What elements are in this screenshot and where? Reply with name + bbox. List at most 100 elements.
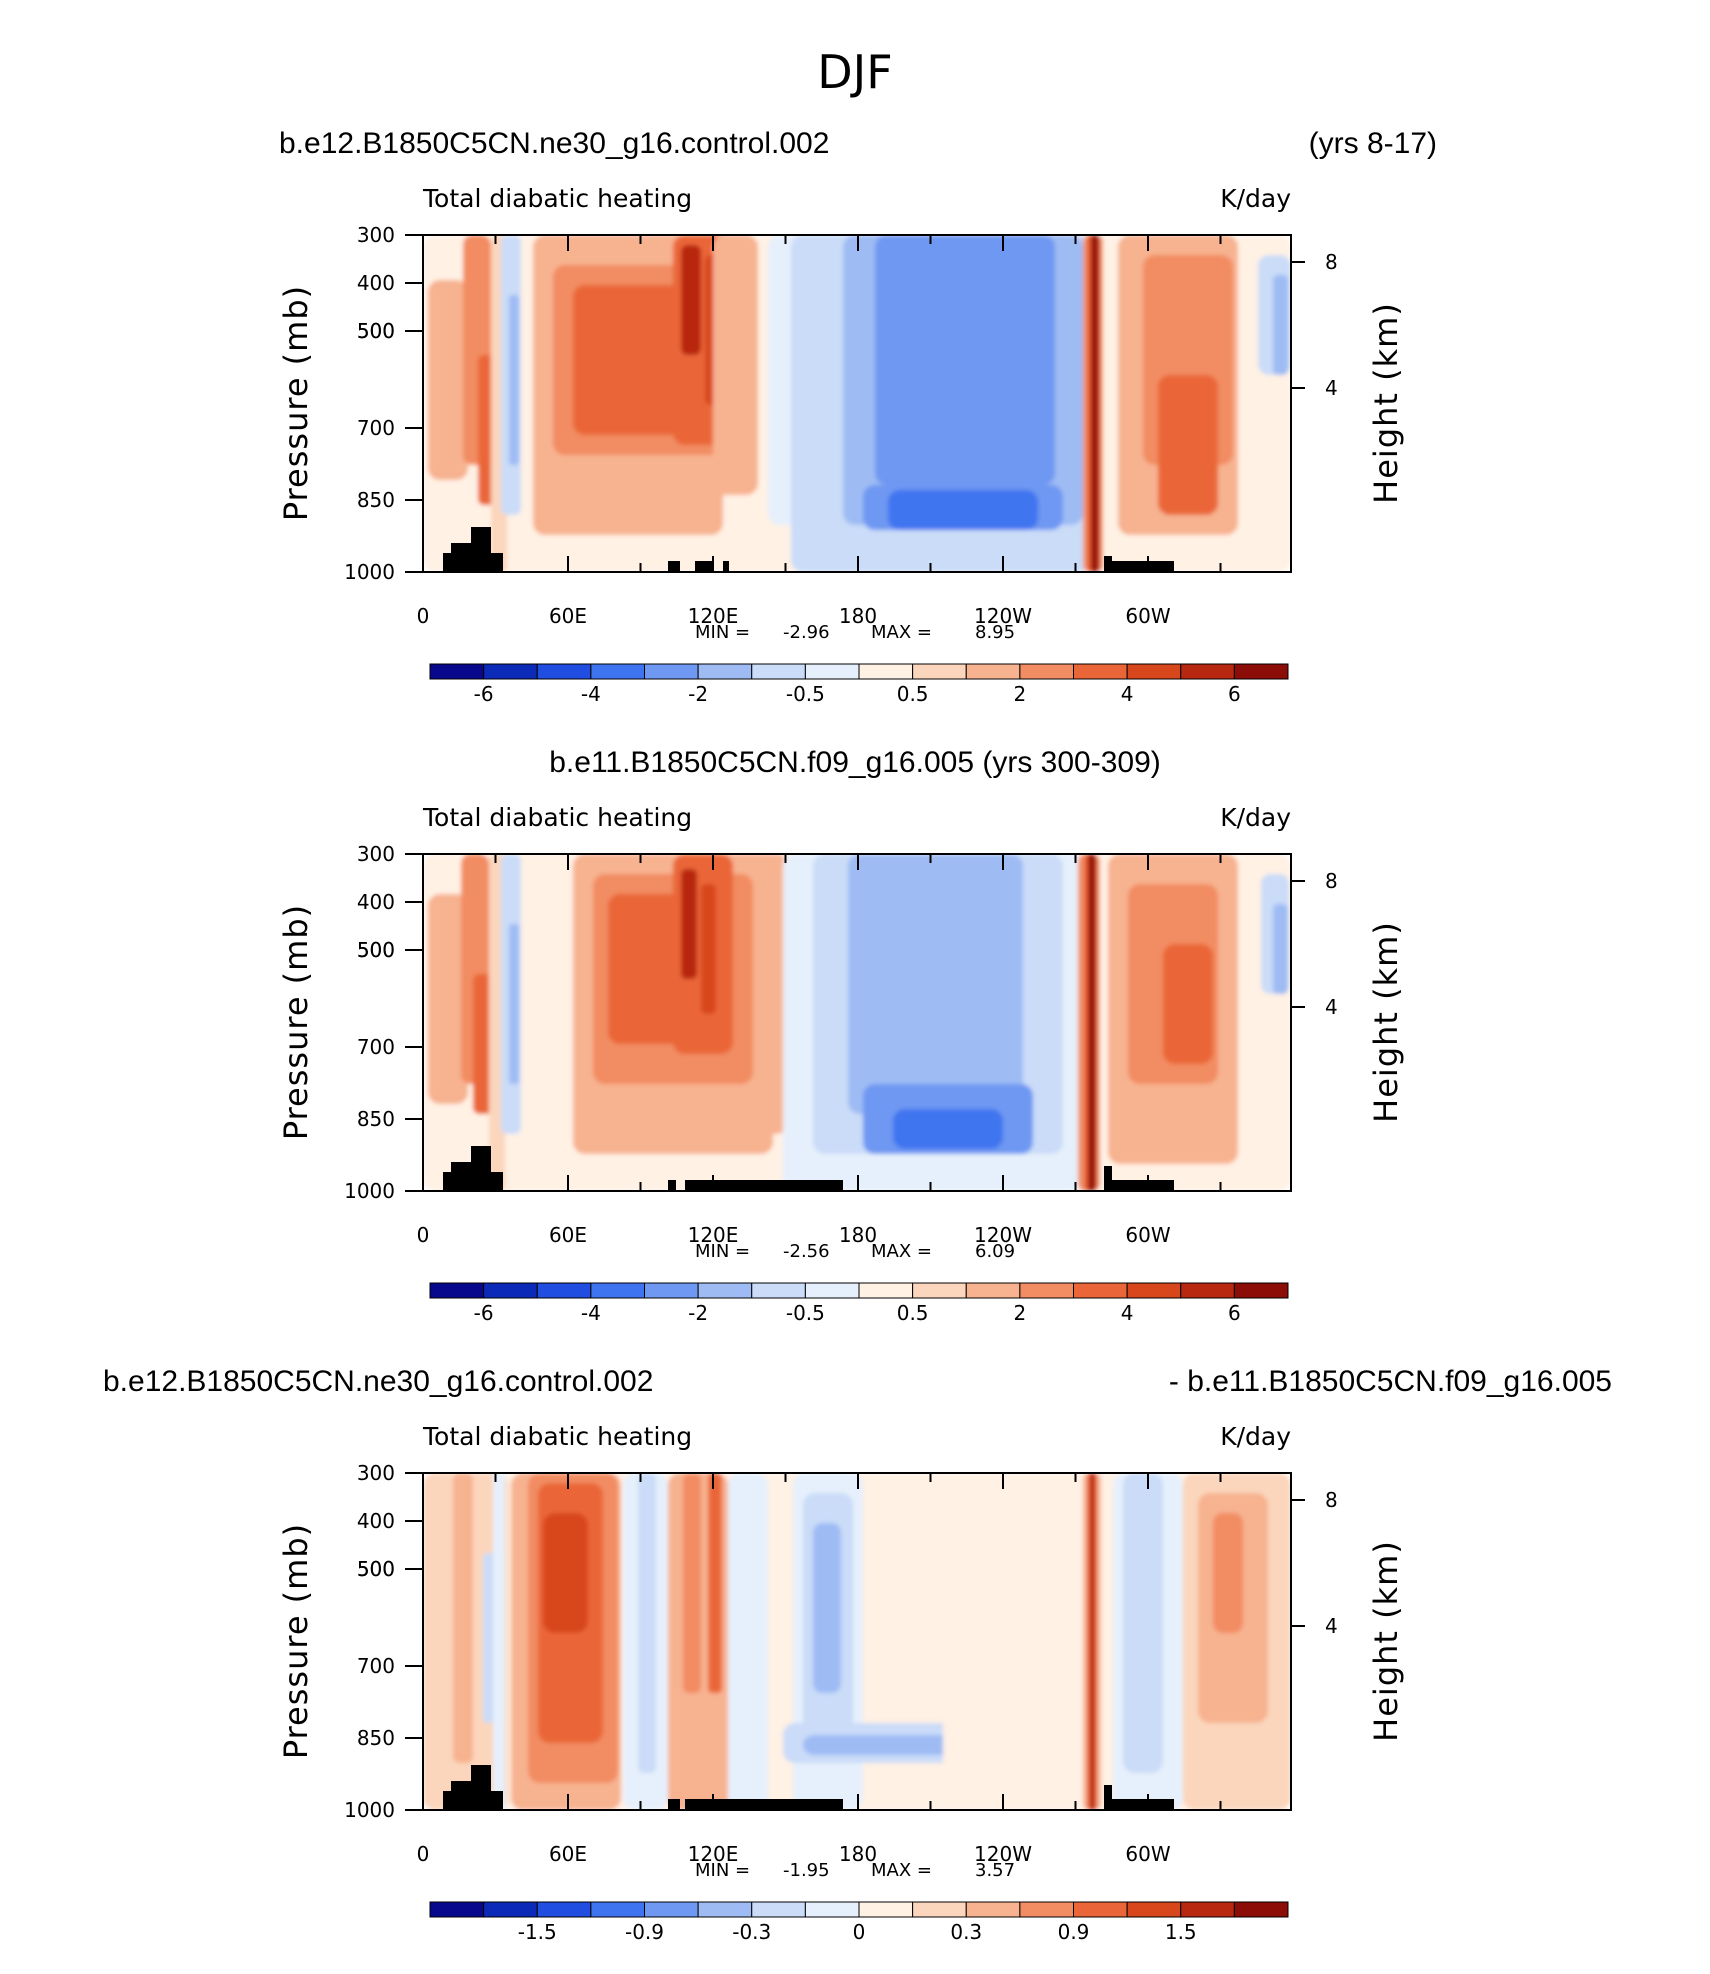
max-label: MAX = bbox=[871, 1241, 932, 1262]
max-label: MAX = bbox=[871, 1860, 932, 1881]
y-tick-label: 500 bbox=[357, 1557, 395, 1581]
contour-region bbox=[713, 235, 758, 495]
colorbar-swatch bbox=[1180, 1282, 1235, 1299]
x-tick-label: 60E bbox=[549, 604, 587, 628]
colorbar-swatch bbox=[429, 1901, 485, 1918]
topography-mask bbox=[1104, 556, 1112, 572]
colorbar-swatch bbox=[644, 1901, 699, 1918]
colorbar-swatch bbox=[751, 1901, 806, 1918]
topography-mask bbox=[685, 1799, 843, 1810]
colorbar-swatch bbox=[536, 663, 592, 680]
colorbar-label: 0.3 bbox=[950, 1920, 982, 1944]
contour-region bbox=[1123, 1473, 1163, 1773]
topography-mask bbox=[451, 1781, 491, 1791]
x-tick-label: 0 bbox=[417, 1223, 430, 1247]
panel-subtitle: Total diabatic heating bbox=[422, 1422, 692, 1451]
colorbar-swatch bbox=[1073, 1282, 1128, 1299]
topography-mask bbox=[1104, 1785, 1112, 1810]
x-tick-label: 120E bbox=[688, 1842, 739, 1866]
topography-mask bbox=[668, 561, 680, 572]
x-tick-label: 180 bbox=[839, 604, 877, 628]
contour-region bbox=[543, 1513, 588, 1633]
colorbar-swatch bbox=[644, 1282, 699, 1299]
y-tick-label: 850 bbox=[357, 1726, 395, 1750]
contour-region bbox=[1213, 1513, 1243, 1633]
colorbar-label: 4 bbox=[1121, 1301, 1134, 1325]
panel-units: K/day bbox=[1220, 184, 1291, 213]
y2-tick-label: 8 bbox=[1325, 1488, 1338, 1512]
colorbar-swatch bbox=[644, 663, 699, 680]
y-tick-label: 300 bbox=[357, 1461, 395, 1485]
colorbar-swatch bbox=[590, 663, 645, 680]
y2-tick-label: 8 bbox=[1325, 869, 1338, 893]
x-tick-label: 120W bbox=[974, 1842, 1032, 1866]
contour-region bbox=[728, 1473, 768, 1810]
topography-mask bbox=[668, 1180, 676, 1191]
contour-region bbox=[813, 1523, 841, 1693]
contour-field bbox=[423, 854, 1291, 1191]
contour-region bbox=[1158, 375, 1218, 515]
y-tick-label: 400 bbox=[357, 890, 395, 914]
y-tick-label: 700 bbox=[357, 416, 395, 440]
x-tick-label: 0 bbox=[417, 1842, 430, 1866]
contour-region bbox=[493, 1473, 505, 1810]
contour-region bbox=[875, 235, 1055, 485]
y-tick-label: 700 bbox=[357, 1035, 395, 1059]
y2-tick-label: 4 bbox=[1325, 1614, 1338, 1638]
colorbar-swatch bbox=[483, 1901, 538, 1918]
colorbar-label: -4 bbox=[581, 682, 601, 706]
colorbar-label: 6 bbox=[1228, 1301, 1241, 1325]
colorbar-swatch bbox=[697, 1901, 753, 1918]
contour-region bbox=[638, 1473, 656, 1773]
x-tick-label: 60W bbox=[1125, 1223, 1170, 1247]
y-tick-label: 1000 bbox=[344, 1798, 395, 1822]
y-axis-label: Pressure (mb) bbox=[277, 1523, 315, 1759]
y-tick-label: 300 bbox=[357, 842, 395, 866]
colorbar-label: -2 bbox=[688, 1301, 708, 1325]
contour-region bbox=[681, 869, 697, 979]
topography-mask bbox=[471, 1765, 491, 1781]
colorbar-label: -6 bbox=[474, 1301, 494, 1325]
y-tick-label: 500 bbox=[357, 938, 395, 962]
contour-region bbox=[509, 924, 519, 1084]
colorbar-swatch bbox=[1233, 1901, 1289, 1918]
panel-units: K/day bbox=[1220, 1422, 1291, 1451]
colorbar-label: -6 bbox=[474, 682, 494, 706]
panel-header-right: (yrs 8-17) bbox=[1309, 127, 1437, 160]
panel-subtitle: Total diabatic heating bbox=[422, 184, 692, 213]
panel-units: K/day bbox=[1220, 803, 1291, 832]
x-tick-label: 0 bbox=[417, 604, 430, 628]
colorbar-label: 6 bbox=[1228, 682, 1241, 706]
y-tick-label: 400 bbox=[357, 271, 395, 295]
y2-tick-label: 4 bbox=[1325, 995, 1338, 1019]
plot-area: 0 60E 120E 180 120W 60W3004005005007008501000… bbox=[344, 842, 1338, 1247]
plot-area: 0 60E 120E 180 120W 60W3004005005007008501000… bbox=[344, 223, 1338, 628]
colorbar-swatch bbox=[858, 1901, 914, 1918]
contour-region bbox=[428, 894, 468, 1104]
y-tick-label: 300 bbox=[357, 223, 395, 247]
colorbar-swatch bbox=[590, 1282, 645, 1299]
colorbar-swatch bbox=[804, 1901, 860, 1918]
colorbar-label: 4 bbox=[1121, 682, 1134, 706]
contour-region bbox=[1090, 1473, 1095, 1810]
contour-field bbox=[423, 235, 1291, 572]
x-tick-label: 120E bbox=[688, 1223, 739, 1247]
contour-region bbox=[509, 295, 519, 465]
topography-mask bbox=[1104, 1166, 1112, 1191]
colorbar-swatch bbox=[483, 1282, 538, 1299]
colorbar-label: -2 bbox=[688, 682, 708, 706]
contour-region bbox=[1092, 235, 1098, 572]
colorbar-swatch bbox=[751, 1282, 806, 1299]
x-tick-label: 120E bbox=[688, 604, 739, 628]
y-tick-label: 1000 bbox=[344, 1179, 395, 1203]
topography-mask bbox=[471, 1146, 491, 1162]
colorbar-swatch bbox=[858, 1282, 914, 1299]
colorbar-swatch bbox=[1126, 663, 1182, 680]
colorbar-label: 0.9 bbox=[1058, 1920, 1090, 1944]
x-tick-label: 60W bbox=[1125, 1842, 1170, 1866]
min-label: MIN = bbox=[695, 622, 750, 643]
topography-mask bbox=[1109, 561, 1174, 572]
panels: b.e12.B1850C5CN.ne30_g16.control.002 (yrs… bbox=[103, 127, 1612, 1944]
max-label: MAX = bbox=[871, 622, 932, 643]
contour-region bbox=[888, 490, 1038, 530]
